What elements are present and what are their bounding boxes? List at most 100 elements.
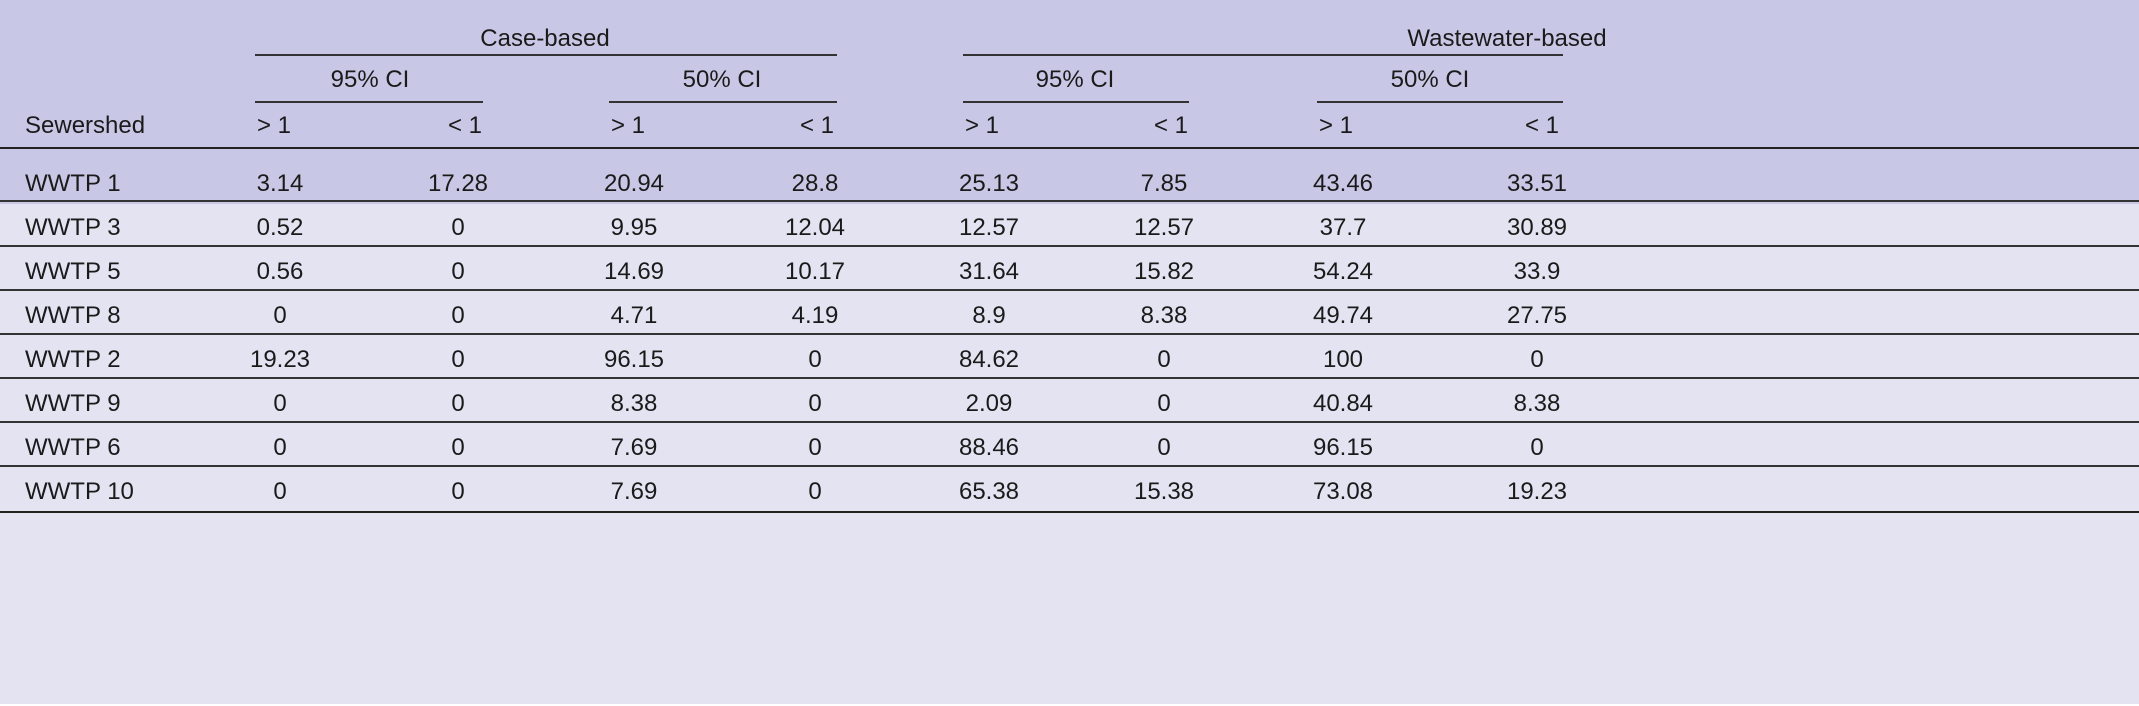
table-cell: 0 xyxy=(808,434,822,461)
table-cell: 28.8 xyxy=(791,170,839,197)
column-header-sewershed: Sewershed xyxy=(25,112,146,139)
row-divider xyxy=(0,465,2139,467)
table-cell: 0 xyxy=(808,390,822,417)
header-bottom-rule xyxy=(0,147,2139,149)
row-label: WWTP 9 xyxy=(25,390,121,417)
table-cell: 15.38 xyxy=(1133,478,1195,505)
sub-header: > 1 xyxy=(1319,112,1354,139)
table-cell: 0 xyxy=(808,346,822,373)
row-label: WWTP 5 xyxy=(25,258,121,285)
row-label: WWTP 3 xyxy=(25,214,121,241)
table-cell: 7.69 xyxy=(610,434,658,461)
table-cell: 33.51 xyxy=(1506,170,1568,197)
table-cell: 12.04 xyxy=(784,214,846,241)
sub-header: < 1 xyxy=(1153,112,1188,139)
table-cell: 49.74 xyxy=(1312,302,1374,329)
table-cell: 4.71 xyxy=(610,302,658,329)
sub-header: < 1 xyxy=(1524,112,1559,139)
ci-header-ww-95: 95% CI xyxy=(1035,66,1115,93)
table-cell: 33.9 xyxy=(1513,258,1561,285)
table-cell: 0 xyxy=(273,302,287,329)
table-cell: 12.57 xyxy=(1133,214,1195,241)
table-cell: 0 xyxy=(808,478,822,505)
table-cell: 17.28 xyxy=(427,170,489,197)
row-divider xyxy=(0,377,2139,379)
sub-header: > 1 xyxy=(611,112,646,139)
ci-header-case-95: 95% CI xyxy=(330,66,410,93)
row-divider xyxy=(0,200,2139,202)
table-cell: 0 xyxy=(273,478,287,505)
table-cell: 0.52 xyxy=(256,214,304,241)
ci-rule-ww-50 xyxy=(1317,101,1563,103)
ci-rule-ww-95 xyxy=(963,101,1189,103)
ci-rule-case-50 xyxy=(609,101,837,103)
row-label: WWTP 10 xyxy=(25,478,134,505)
table-cell: 4.19 xyxy=(791,302,839,329)
table-cell: 12.57 xyxy=(958,214,1020,241)
table-cell: 0 xyxy=(451,214,465,241)
table-cell: 100 xyxy=(1322,346,1364,373)
table-cell: 96.15 xyxy=(1312,434,1374,461)
table-cell: 0 xyxy=(273,434,287,461)
table-cell: 0 xyxy=(1157,434,1171,461)
row-divider xyxy=(0,289,2139,291)
table-cell: 20.94 xyxy=(603,170,665,197)
table-cell: 3.14 xyxy=(256,170,304,197)
table-cell: 96.15 xyxy=(603,346,665,373)
table-cell: 0.56 xyxy=(256,258,304,285)
ci-header-ww-50: 50% CI xyxy=(1390,66,1470,93)
table-cell: 19.23 xyxy=(1506,478,1568,505)
row-label: WWTP 6 xyxy=(25,434,121,461)
row-divider xyxy=(0,245,2139,247)
table-cell: 37.7 xyxy=(1319,214,1367,241)
table-cell: 15.82 xyxy=(1133,258,1195,285)
table-cell: 14.69 xyxy=(603,258,665,285)
table-cell: 43.46 xyxy=(1312,170,1374,197)
table-cell: 0 xyxy=(451,434,465,461)
table-cell: 8.9 xyxy=(972,302,1006,329)
sub-header: < 1 xyxy=(447,112,482,139)
table-cell: 0 xyxy=(1530,434,1544,461)
table-cell: 8.38 xyxy=(1140,302,1188,329)
row-divider xyxy=(0,421,2139,423)
table-cell: 0 xyxy=(451,258,465,285)
table-cell: 0 xyxy=(1157,390,1171,417)
table-cell: 0 xyxy=(451,478,465,505)
table-cell: 10.17 xyxy=(784,258,846,285)
table-cell: 31.64 xyxy=(958,258,1020,285)
table-cell: 8.38 xyxy=(610,390,658,417)
row-label: WWTP 8 xyxy=(25,302,121,329)
table-cell: 30.89 xyxy=(1506,214,1568,241)
sub-header: < 1 xyxy=(799,112,834,139)
sub-header: > 1 xyxy=(965,112,1000,139)
ci-header-case-50: 50% CI xyxy=(682,66,762,93)
row-label: WWTP 2 xyxy=(25,346,121,373)
table-cell: 88.46 xyxy=(958,434,1020,461)
table-cell: 0 xyxy=(451,390,465,417)
table-cell: 27.75 xyxy=(1506,302,1568,329)
group-rule-wastewater-based xyxy=(963,54,1563,56)
sub-header: > 1 xyxy=(257,112,292,139)
table-cell: 8.38 xyxy=(1513,390,1561,417)
table-cell: 25.13 xyxy=(958,170,1020,197)
group-header-wastewater-based: Wastewater-based xyxy=(1407,25,1607,52)
table-cell: 0 xyxy=(451,302,465,329)
table-cell: 0 xyxy=(1157,346,1171,373)
table-cell: 84.62 xyxy=(958,346,1020,373)
table-cell: 2.09 xyxy=(965,390,1013,417)
table-cell: 19.23 xyxy=(249,346,311,373)
table-cell: 0 xyxy=(273,390,287,417)
row-label: WWTP 1 xyxy=(25,170,121,197)
table-cell: 65.38 xyxy=(958,478,1020,505)
table-cell: 9.95 xyxy=(610,214,658,241)
table-cell: 0 xyxy=(451,346,465,373)
table-body xyxy=(0,204,2139,704)
row-divider xyxy=(0,333,2139,335)
ci-rule-case-95 xyxy=(255,101,483,103)
table-cell: 73.08 xyxy=(1312,478,1374,505)
table-cell: 40.84 xyxy=(1312,390,1374,417)
table-cell: 0 xyxy=(1530,346,1544,373)
table-cell: 7.85 xyxy=(1140,170,1188,197)
table-cell: 54.24 xyxy=(1312,258,1374,285)
table-cell: 7.69 xyxy=(610,478,658,505)
